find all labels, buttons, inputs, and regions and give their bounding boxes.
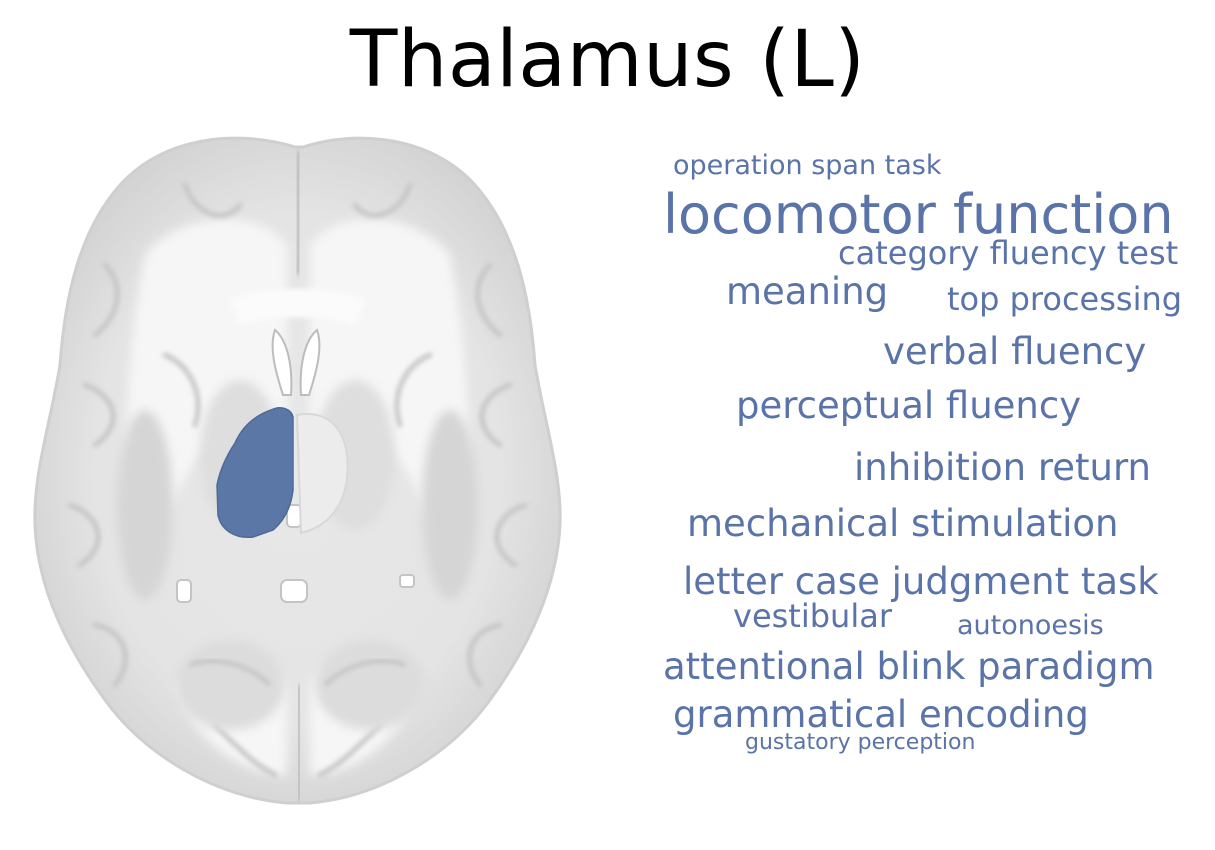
figure-title: Thalamus (L) [349, 15, 866, 105]
brain-axial-slice [33, 136, 562, 805]
word-cloud-term: verbal fluency [883, 330, 1147, 373]
word-cloud-term: mechanical stimulation [687, 502, 1119, 545]
word-cloud-term: inhibition return [854, 446, 1151, 489]
word-cloud-term: grammatical encoding [673, 693, 1089, 736]
word-cloud-term: operation span task [673, 150, 942, 181]
word-cloud-term: top processing [947, 280, 1183, 318]
left-thalamus-region [216, 407, 294, 538]
word-cloud-term: gustatory perception [745, 730, 976, 755]
word-cloud-term: perceptual fluency [736, 384, 1082, 427]
term-word-cloud: operation span task locomotor function cat… [640, 130, 1215, 780]
word-cloud-term: category fluency test [838, 234, 1179, 272]
word-cloud-term: vestibular [733, 597, 892, 635]
word-cloud-term: autonoesis [957, 610, 1104, 641]
word-cloud-term: attentional blink paradigm [663, 645, 1155, 688]
word-cloud-term: locomotor function [663, 183, 1174, 246]
word-cloud-term: letter case judgment task [683, 560, 1159, 603]
word-cloud-term: meaning [726, 270, 889, 313]
